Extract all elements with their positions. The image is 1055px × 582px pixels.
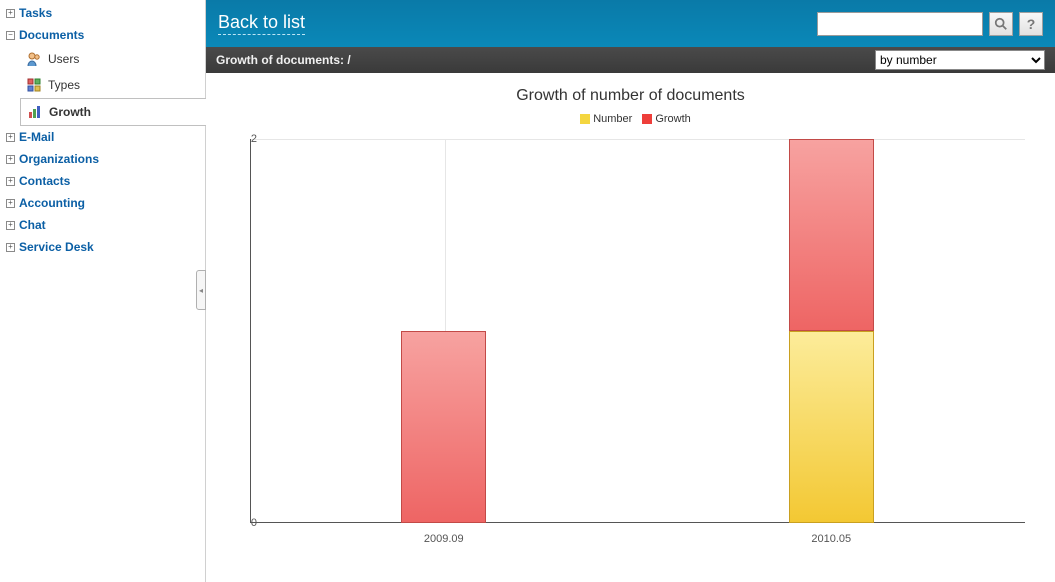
chart-title: Growth of number of documents	[216, 73, 1045, 105]
nav-item-service-desk[interactable]: + Service Desk	[0, 236, 205, 258]
nav-label: Tasks	[19, 6, 52, 20]
nav-label: Accounting	[19, 196, 85, 210]
bar-growth	[401, 331, 486, 523]
chart-plot: 02 2009.092010.05	[236, 139, 1025, 543]
nav-item-documents[interactable]: −Documents	[0, 24, 205, 46]
nav-item-e-mail[interactable]: + E-Mail	[0, 126, 205, 148]
nav-subitem-label: Growth	[49, 105, 91, 119]
expand-icon[interactable]: +	[6, 9, 15, 18]
search-icon[interactable]	[989, 12, 1013, 36]
users-icon	[26, 51, 42, 67]
nav-item-contacts[interactable]: + Contacts	[0, 170, 205, 192]
nav-label: Documents	[19, 28, 84, 42]
chart-legend: Number Growth	[216, 113, 1045, 125]
nav-subitem-growth[interactable]: Growth	[20, 98, 206, 126]
chart-area: Growth of number of documents Number Grow…	[206, 73, 1055, 582]
nav-item-accounting[interactable]: + Accounting	[0, 192, 205, 214]
top-bar: Back to list ?	[206, 0, 1055, 47]
x-axis-label: 2010.05	[811, 533, 851, 545]
nav-label: E-Mail	[19, 130, 54, 144]
sidebar: +Tasks−DocumentsUsersTypesGrowth+E-Mail+…	[0, 0, 206, 582]
nav-subitem-types[interactable]: Types	[20, 72, 205, 98]
sub-header: Growth of documents: / by number	[206, 47, 1055, 73]
legend-label: Number	[593, 113, 632, 125]
x-axis-label: 2009.09	[424, 533, 464, 545]
legend-label: Growth	[655, 113, 690, 125]
bar-growth	[789, 139, 874, 331]
top-right-controls: ?	[817, 12, 1043, 36]
view-mode-select[interactable]: by number	[875, 50, 1045, 70]
nav-item-chat[interactable]: + Chat	[0, 214, 205, 236]
expand-icon[interactable]: +	[6, 243, 15, 252]
collapse-icon[interactable]: −	[6, 31, 15, 40]
subheader-title: Growth of documents: /	[216, 53, 351, 67]
legend-swatch	[580, 114, 590, 124]
nav-label: Service Desk	[19, 240, 94, 254]
nav-label: Contacts	[19, 174, 70, 188]
back-to-list-link[interactable]: Back to list	[218, 12, 305, 35]
sidebar-collapse-handle[interactable]: ◂	[196, 270, 206, 310]
expand-icon[interactable]: +	[6, 155, 15, 164]
nav-subitem-label: Users	[48, 52, 79, 66]
nav-label: Chat	[19, 218, 46, 232]
y-axis-label: 0	[237, 517, 257, 529]
help-icon[interactable]: ?	[1019, 12, 1043, 36]
search-input[interactable]	[817, 12, 983, 36]
legend-swatch	[642, 114, 652, 124]
types-icon	[26, 77, 42, 93]
nav-subitem-users[interactable]: Users	[20, 46, 205, 72]
expand-icon[interactable]: +	[6, 133, 15, 142]
nav-label: Organizations	[19, 152, 99, 166]
y-axis-label: 2	[237, 133, 257, 145]
nav-item-tasks[interactable]: + Tasks	[0, 2, 205, 24]
growth-icon	[27, 104, 43, 120]
expand-icon[interactable]: +	[6, 177, 15, 186]
nav-item-organizations[interactable]: + Organizations	[0, 148, 205, 170]
main-panel: Back to list ? Growth of documents: / by…	[206, 0, 1055, 582]
expand-icon[interactable]: +	[6, 221, 15, 230]
nav-subitem-label: Types	[48, 78, 80, 92]
expand-icon[interactable]: +	[6, 199, 15, 208]
bar-number	[789, 331, 874, 523]
